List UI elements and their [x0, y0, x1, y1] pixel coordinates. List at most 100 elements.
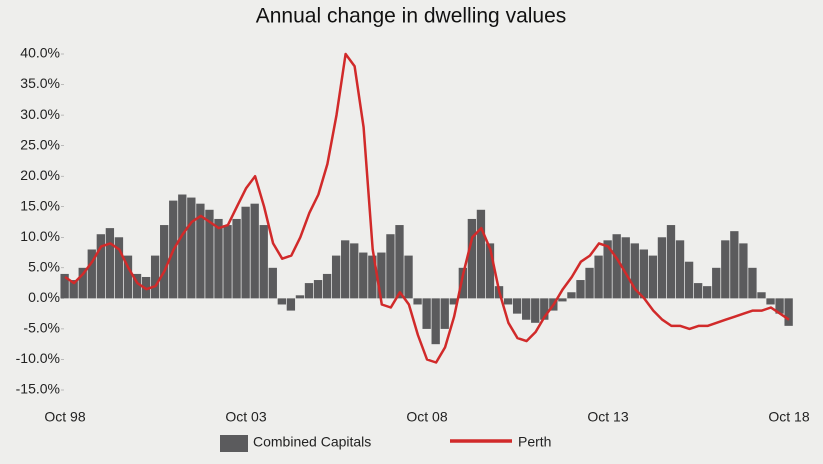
bar [160, 225, 169, 299]
bar [431, 298, 440, 345]
bar [404, 255, 413, 299]
bar [703, 286, 712, 299]
bar [485, 243, 495, 299]
bar [205, 209, 214, 299]
bar [730, 231, 739, 299]
bar [621, 237, 630, 299]
bar [350, 243, 359, 299]
bar [196, 203, 205, 299]
bar [757, 292, 766, 299]
bar [304, 283, 314, 299]
bar [359, 252, 368, 299]
bar [440, 298, 449, 329]
line [64, 52, 790, 364]
bar [657, 237, 667, 299]
bar [422, 298, 431, 329]
bar [105, 228, 115, 299]
bar [150, 255, 160, 299]
bar [232, 218, 241, 299]
bar [395, 225, 404, 299]
y-tick-label: 20.0% [20, 167, 60, 183]
bar [368, 255, 377, 299]
bar [313, 280, 323, 299]
bar [531, 298, 540, 323]
bar [503, 298, 513, 305]
bar [377, 252, 386, 299]
bar [775, 298, 784, 314]
bar [250, 203, 259, 299]
legend-label: Combined Capitals [253, 434, 371, 450]
y-tick-label: 30.0% [20, 106, 60, 122]
bar [114, 237, 124, 299]
bar [60, 273, 69, 299]
y-tick-label: 35.0% [20, 75, 60, 91]
x-tick-label: Oct 03 [225, 409, 266, 425]
bar [603, 240, 612, 299]
bar [386, 234, 395, 299]
bar [748, 267, 757, 299]
bar [96, 234, 106, 299]
bar [69, 280, 78, 299]
bar [739, 243, 748, 299]
bar [78, 267, 87, 299]
bar [458, 267, 468, 299]
bar [413, 298, 422, 305]
bar [540, 298, 549, 320]
bar [648, 255, 658, 299]
x-tick-label: Oct 08 [406, 409, 447, 425]
x-tick-label: Oct 98 [44, 409, 85, 425]
y-tick-label: 40.0% [20, 45, 60, 61]
legend-swatch [220, 435, 248, 452]
bar [277, 298, 287, 305]
bar [639, 249, 649, 299]
bar [576, 280, 585, 299]
x-tick-label: Oct 13 [587, 409, 628, 425]
x-tick-label: Oct 18 [768, 409, 809, 425]
y-tick-label: -10.0% [16, 350, 60, 366]
y-tick-label: 15.0% [20, 197, 60, 213]
bar [612, 234, 621, 299]
bar [630, 243, 639, 299]
bar [693, 283, 703, 299]
bar [259, 225, 268, 299]
bar [295, 295, 305, 299]
bar [87, 249, 96, 299]
bar [766, 298, 775, 305]
chart-title: Annual change in dwelling values [256, 5, 567, 28]
bar [214, 218, 223, 299]
bar [268, 267, 277, 299]
bar [512, 298, 522, 314]
bar [558, 298, 567, 302]
bar [132, 273, 142, 299]
legend-label: Perth [518, 434, 551, 450]
bar [241, 206, 250, 299]
y-tick-label: 10.0% [20, 228, 60, 244]
bar [223, 225, 232, 299]
bar [123, 255, 133, 299]
bar [784, 298, 793, 326]
y-tick-label: -15.0% [16, 381, 60, 397]
bar [585, 267, 594, 299]
bar [567, 292, 576, 299]
bar [331, 255, 341, 299]
bar [178, 194, 187, 299]
bar [476, 209, 486, 299]
bar [322, 273, 332, 299]
bar [449, 298, 458, 305]
y-tick-label: -5.0% [23, 320, 60, 336]
bar [467, 218, 477, 299]
bar [721, 240, 730, 299]
bar [187, 197, 196, 299]
bar [666, 225, 676, 299]
bar [712, 267, 721, 299]
y-tick-label: 0.0% [28, 289, 60, 305]
bar [675, 240, 685, 299]
y-tick-label: 25.0% [20, 136, 60, 152]
bar [286, 298, 296, 311]
bar [594, 255, 603, 299]
bar [341, 240, 350, 299]
bar [684, 261, 694, 299]
y-tick-label: 5.0% [28, 259, 60, 275]
bar [522, 298, 531, 320]
